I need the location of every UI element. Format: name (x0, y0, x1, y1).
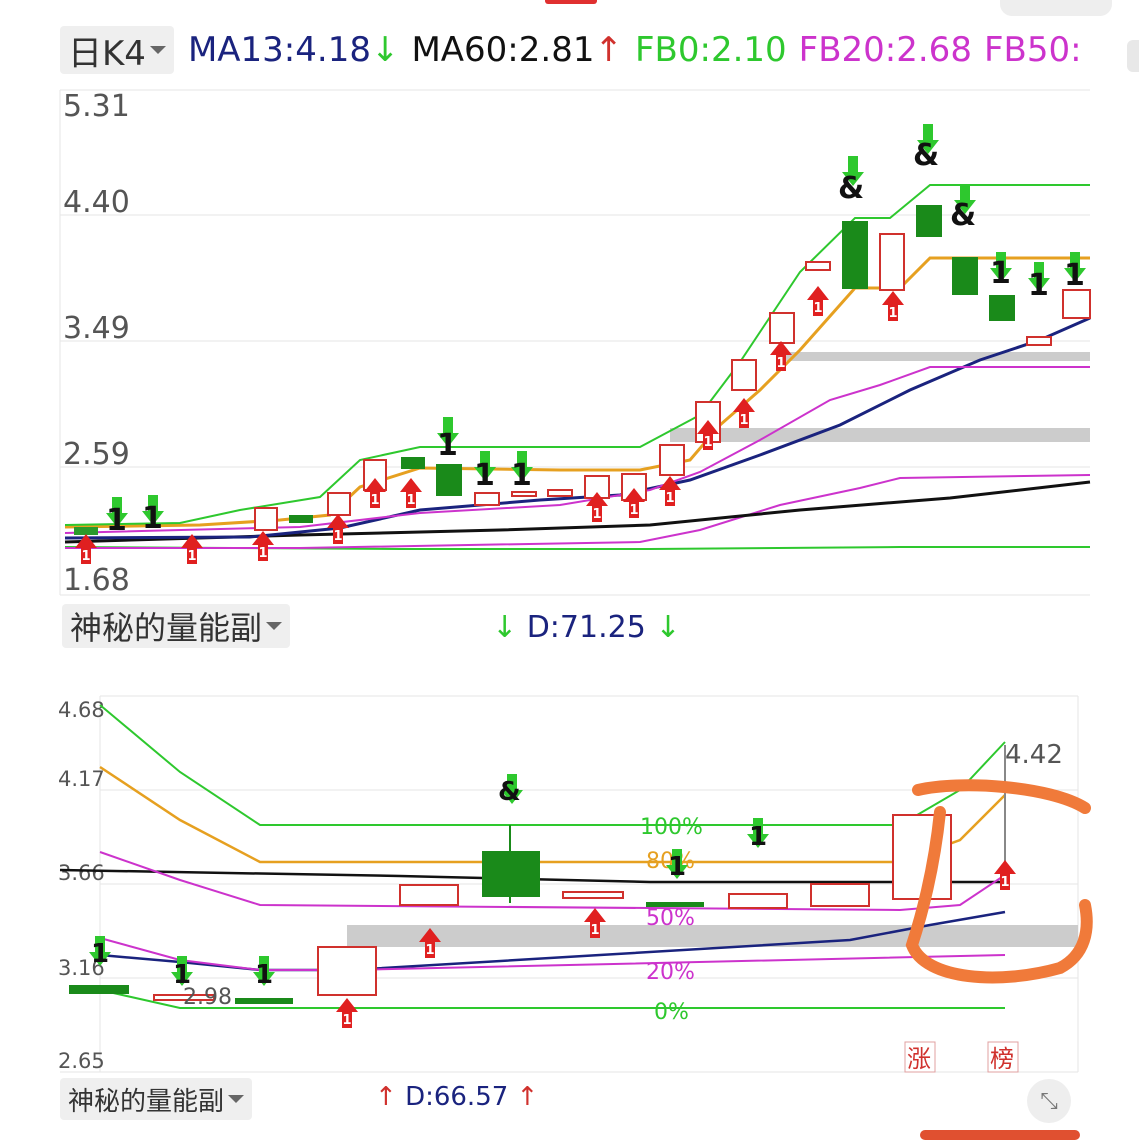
arrow-down-icon: ↓ (655, 610, 681, 645)
fb-orange-line (64, 256, 1090, 529)
pct-label: 100% (640, 815, 703, 840)
svg-text:1: 1 (437, 428, 458, 463)
ma60-line (64, 480, 1091, 544)
zhang-marker-box (904, 1041, 936, 1073)
indicator-value-2: ↑ D:66.57 ↑ (375, 1082, 538, 1112)
fb-green-upper-line (99, 704, 1006, 826)
chevron-down-icon (149, 46, 166, 54)
axis-label: 4.68 (58, 698, 105, 722)
max-price-label: 4.42 (1005, 740, 1063, 770)
indicator-value-1: ↓ D:71.25 ↓ (492, 610, 680, 645)
scroll-indicator[interactable] (1127, 40, 1139, 72)
pct-label: 20% (646, 960, 695, 985)
svg-text:1: 1 (474, 458, 495, 493)
indicator-name: 神秘的量能副 (68, 1086, 225, 1117)
d-value: D:66.57 (405, 1082, 509, 1112)
svg-text:&: & (498, 777, 521, 807)
d-value: D:71.25 (526, 610, 646, 645)
period-selector[interactable]: 日K4 (60, 26, 174, 74)
pct-label: 50% (646, 906, 695, 931)
svg-text:&: & (838, 171, 864, 206)
ma13-value: MA13:4.18 (187, 30, 371, 70)
chart-header: 日K4 MA13:4.18 ↓ MA60:2.81 ↑ FB0:2.10 FB2… (60, 24, 1082, 76)
svg-text:1: 1 (255, 960, 273, 990)
indicator-name: 神秘的量能副 (70, 609, 263, 647)
pct-label: 0% (654, 1000, 689, 1025)
lower-signals: 1 1 1 & 1 1 (89, 774, 1016, 1028)
svg-text:1: 1 (106, 503, 127, 538)
axis-label: 5.31 (63, 89, 130, 124)
fb0-line (99, 989, 1005, 1009)
main-chart[interactable]: 5.31 4.40 3.49 2.59 1.68 (59, 89, 1091, 598)
svg-text:1: 1 (1064, 258, 1085, 293)
svg-text:1: 1 (668, 852, 686, 882)
svg-text:&: & (950, 198, 976, 233)
indicator-selector-2[interactable]: 神秘的量能副 (60, 1078, 253, 1120)
fb-magenta-upper-line (99, 851, 1006, 912)
bang-marker-box (987, 1041, 1019, 1073)
bottom-clip (60, 1128, 1080, 1146)
arrow-down-icon: ↓ (492, 610, 518, 645)
period-label: 日K4 (68, 33, 146, 74)
axis-label: 3.49 (63, 311, 130, 346)
sell-signals: 1 1 1 1 1 & & & 1 1 1 (106, 124, 1086, 538)
svg-text:1: 1 (173, 960, 191, 990)
fb0-value: FB0:2.10 (634, 30, 787, 70)
ma13-arrow-icon: ↓ (370, 30, 400, 70)
axis-label: 2.65 (58, 1049, 105, 1073)
fb-orange-line (99, 765, 1006, 864)
lower-chart[interactable]: 4.68 4.17 3.66 3.16 2.65 100% 80% 50% 20… (58, 695, 1093, 1073)
support-zone (670, 428, 1090, 442)
fb-green-upper-line (64, 184, 1090, 526)
candles (74, 205, 1091, 535)
svg-text:1: 1 (511, 458, 532, 493)
axis-label: 4.17 (58, 767, 105, 791)
svg-text:1: 1 (91, 939, 109, 969)
arrow-up-icon: ↑ (516, 1082, 539, 1112)
axis-label: 3.66 (58, 861, 105, 885)
support-zone (347, 925, 1078, 947)
ma60-arrow-icon: ↑ (594, 30, 623, 70)
indicator-selector-1[interactable]: 神秘的量能副 (62, 604, 291, 648)
support-zone (780, 352, 1090, 361)
top-accent-bar (545, 0, 597, 4)
axis-label: 4.40 (63, 185, 130, 220)
zhang-marker: 涨 (907, 1045, 931, 1073)
axis-label: 1.68 (63, 563, 130, 598)
fb20-upper-line (64, 366, 1090, 534)
svg-text:1: 1 (142, 501, 163, 536)
fb20-value: FB20:2.68 (798, 30, 972, 70)
arrow-up-icon: ↑ (375, 1082, 397, 1112)
expand-icon[interactable]: ⤡ (1027, 1079, 1071, 1123)
chevron-down-icon (266, 622, 283, 630)
svg-text:&: & (913, 138, 939, 173)
fb50-value: FB50: (983, 30, 1082, 70)
min-price-label: 2.98 (183, 985, 232, 1010)
chevron-down-icon (228, 1095, 245, 1103)
ma60-value: MA60:2.81 (411, 30, 595, 70)
axis-label: 2.59 (63, 437, 130, 472)
bang-marker: 榜 (990, 1045, 1014, 1073)
svg-text:1: 1 (990, 256, 1011, 291)
annotation-circle (905, 779, 1093, 984)
svg-text:1: 1 (1028, 268, 1049, 303)
top-overlay-tab (1000, 0, 1112, 16)
svg-text:1: 1 (749, 822, 767, 852)
